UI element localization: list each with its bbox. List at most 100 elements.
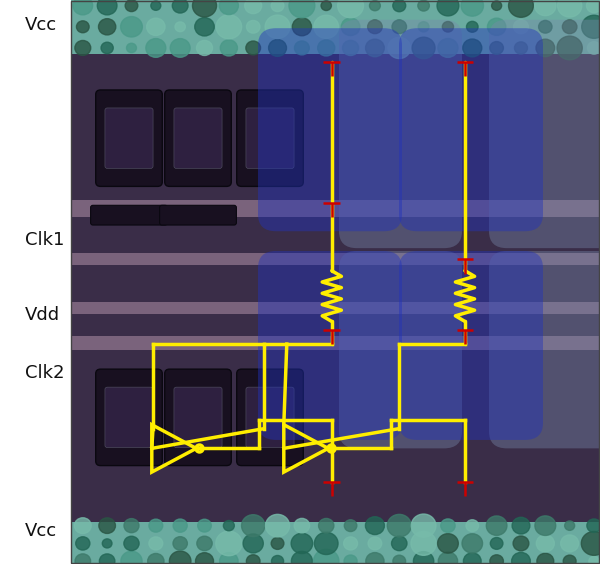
Circle shape xyxy=(75,41,91,55)
Circle shape xyxy=(73,0,92,15)
Circle shape xyxy=(220,40,238,56)
Circle shape xyxy=(294,518,310,533)
Circle shape xyxy=(587,519,600,532)
Circle shape xyxy=(466,21,478,32)
Circle shape xyxy=(172,0,188,13)
Circle shape xyxy=(535,0,556,16)
Circle shape xyxy=(565,521,575,530)
FancyBboxPatch shape xyxy=(237,369,304,466)
FancyBboxPatch shape xyxy=(71,253,600,265)
Circle shape xyxy=(368,20,382,34)
FancyBboxPatch shape xyxy=(71,336,600,350)
Circle shape xyxy=(216,15,242,39)
FancyBboxPatch shape xyxy=(71,522,600,564)
Circle shape xyxy=(75,554,91,564)
Circle shape xyxy=(393,0,406,12)
Circle shape xyxy=(121,16,142,37)
Circle shape xyxy=(368,537,382,550)
Circle shape xyxy=(563,555,576,564)
Circle shape xyxy=(223,521,235,531)
FancyBboxPatch shape xyxy=(164,369,232,466)
FancyBboxPatch shape xyxy=(105,108,153,169)
Circle shape xyxy=(466,520,479,531)
Circle shape xyxy=(539,20,552,33)
Circle shape xyxy=(243,534,263,553)
Circle shape xyxy=(393,555,406,564)
Circle shape xyxy=(125,0,138,12)
Circle shape xyxy=(512,517,530,534)
Text: Vcc: Vcc xyxy=(25,16,58,34)
FancyBboxPatch shape xyxy=(96,90,162,186)
Circle shape xyxy=(271,556,284,564)
Circle shape xyxy=(314,549,339,564)
Circle shape xyxy=(101,42,113,54)
FancyBboxPatch shape xyxy=(399,251,543,440)
Text: Vcc: Vcc xyxy=(25,522,58,540)
Circle shape xyxy=(146,38,166,58)
Circle shape xyxy=(535,516,556,535)
Circle shape xyxy=(463,553,481,564)
Circle shape xyxy=(197,536,212,550)
Circle shape xyxy=(437,534,458,553)
Circle shape xyxy=(560,535,578,552)
Circle shape xyxy=(193,0,217,17)
FancyBboxPatch shape xyxy=(399,28,543,231)
Circle shape xyxy=(247,20,260,33)
Circle shape xyxy=(124,518,139,533)
Circle shape xyxy=(344,520,357,531)
Circle shape xyxy=(441,519,455,532)
Circle shape xyxy=(266,514,290,537)
Circle shape xyxy=(220,0,238,15)
Circle shape xyxy=(366,553,384,564)
Circle shape xyxy=(487,18,506,36)
Circle shape xyxy=(589,556,599,564)
Circle shape xyxy=(292,18,311,36)
Circle shape xyxy=(557,0,582,17)
Circle shape xyxy=(562,20,577,34)
Circle shape xyxy=(418,0,430,11)
FancyBboxPatch shape xyxy=(91,205,167,225)
FancyBboxPatch shape xyxy=(174,387,222,448)
Circle shape xyxy=(98,19,116,35)
Circle shape xyxy=(509,0,533,17)
Circle shape xyxy=(269,39,287,56)
Circle shape xyxy=(461,0,484,16)
Circle shape xyxy=(463,39,482,57)
Circle shape xyxy=(437,0,459,16)
Circle shape xyxy=(195,17,214,36)
Circle shape xyxy=(557,36,582,60)
Circle shape xyxy=(490,42,503,54)
Circle shape xyxy=(245,0,262,14)
Circle shape xyxy=(365,517,385,535)
Circle shape xyxy=(442,21,454,32)
Circle shape xyxy=(220,553,238,564)
FancyBboxPatch shape xyxy=(96,369,162,466)
Circle shape xyxy=(197,41,212,55)
Circle shape xyxy=(537,553,554,564)
Circle shape xyxy=(102,539,112,548)
FancyBboxPatch shape xyxy=(71,302,600,314)
Circle shape xyxy=(242,515,265,536)
Circle shape xyxy=(121,551,142,564)
Circle shape xyxy=(411,514,436,537)
Circle shape xyxy=(413,552,434,564)
Circle shape xyxy=(438,38,458,58)
Circle shape xyxy=(514,42,527,54)
Circle shape xyxy=(100,554,115,564)
Circle shape xyxy=(175,22,185,32)
Circle shape xyxy=(491,1,502,10)
Circle shape xyxy=(411,531,436,556)
Circle shape xyxy=(271,537,284,549)
Circle shape xyxy=(512,552,530,564)
FancyBboxPatch shape xyxy=(237,90,304,186)
Circle shape xyxy=(291,534,313,553)
Circle shape xyxy=(151,1,161,10)
FancyBboxPatch shape xyxy=(71,0,600,54)
Circle shape xyxy=(76,21,89,33)
Circle shape xyxy=(513,536,529,551)
Circle shape xyxy=(99,518,115,534)
Circle shape xyxy=(487,516,507,535)
Circle shape xyxy=(127,43,136,52)
FancyBboxPatch shape xyxy=(339,251,462,448)
Circle shape xyxy=(198,519,211,532)
